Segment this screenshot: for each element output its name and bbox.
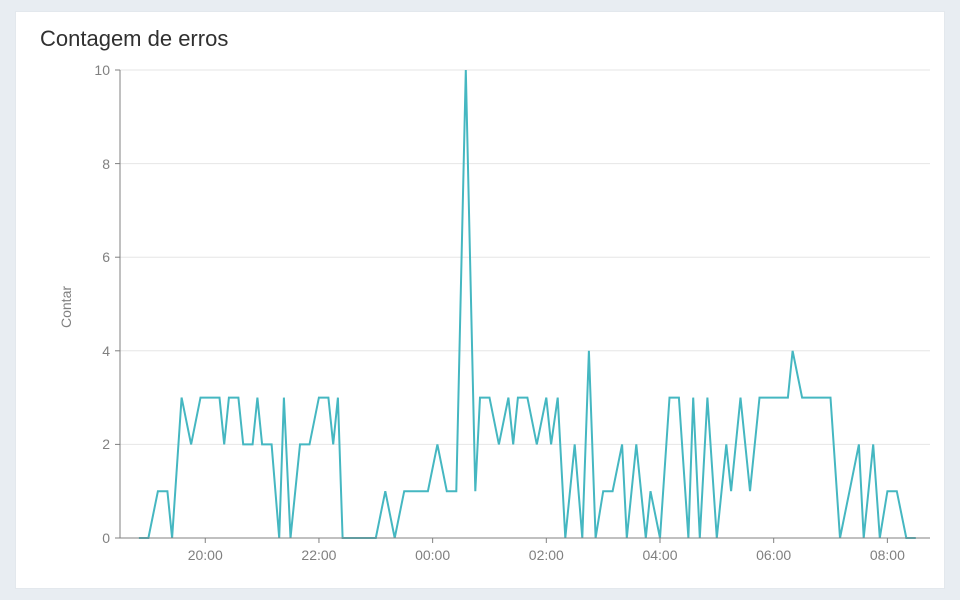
chart-axes xyxy=(16,12,944,588)
chart-card: Contagem de erros Contar 0246810 20:0022… xyxy=(16,12,944,588)
